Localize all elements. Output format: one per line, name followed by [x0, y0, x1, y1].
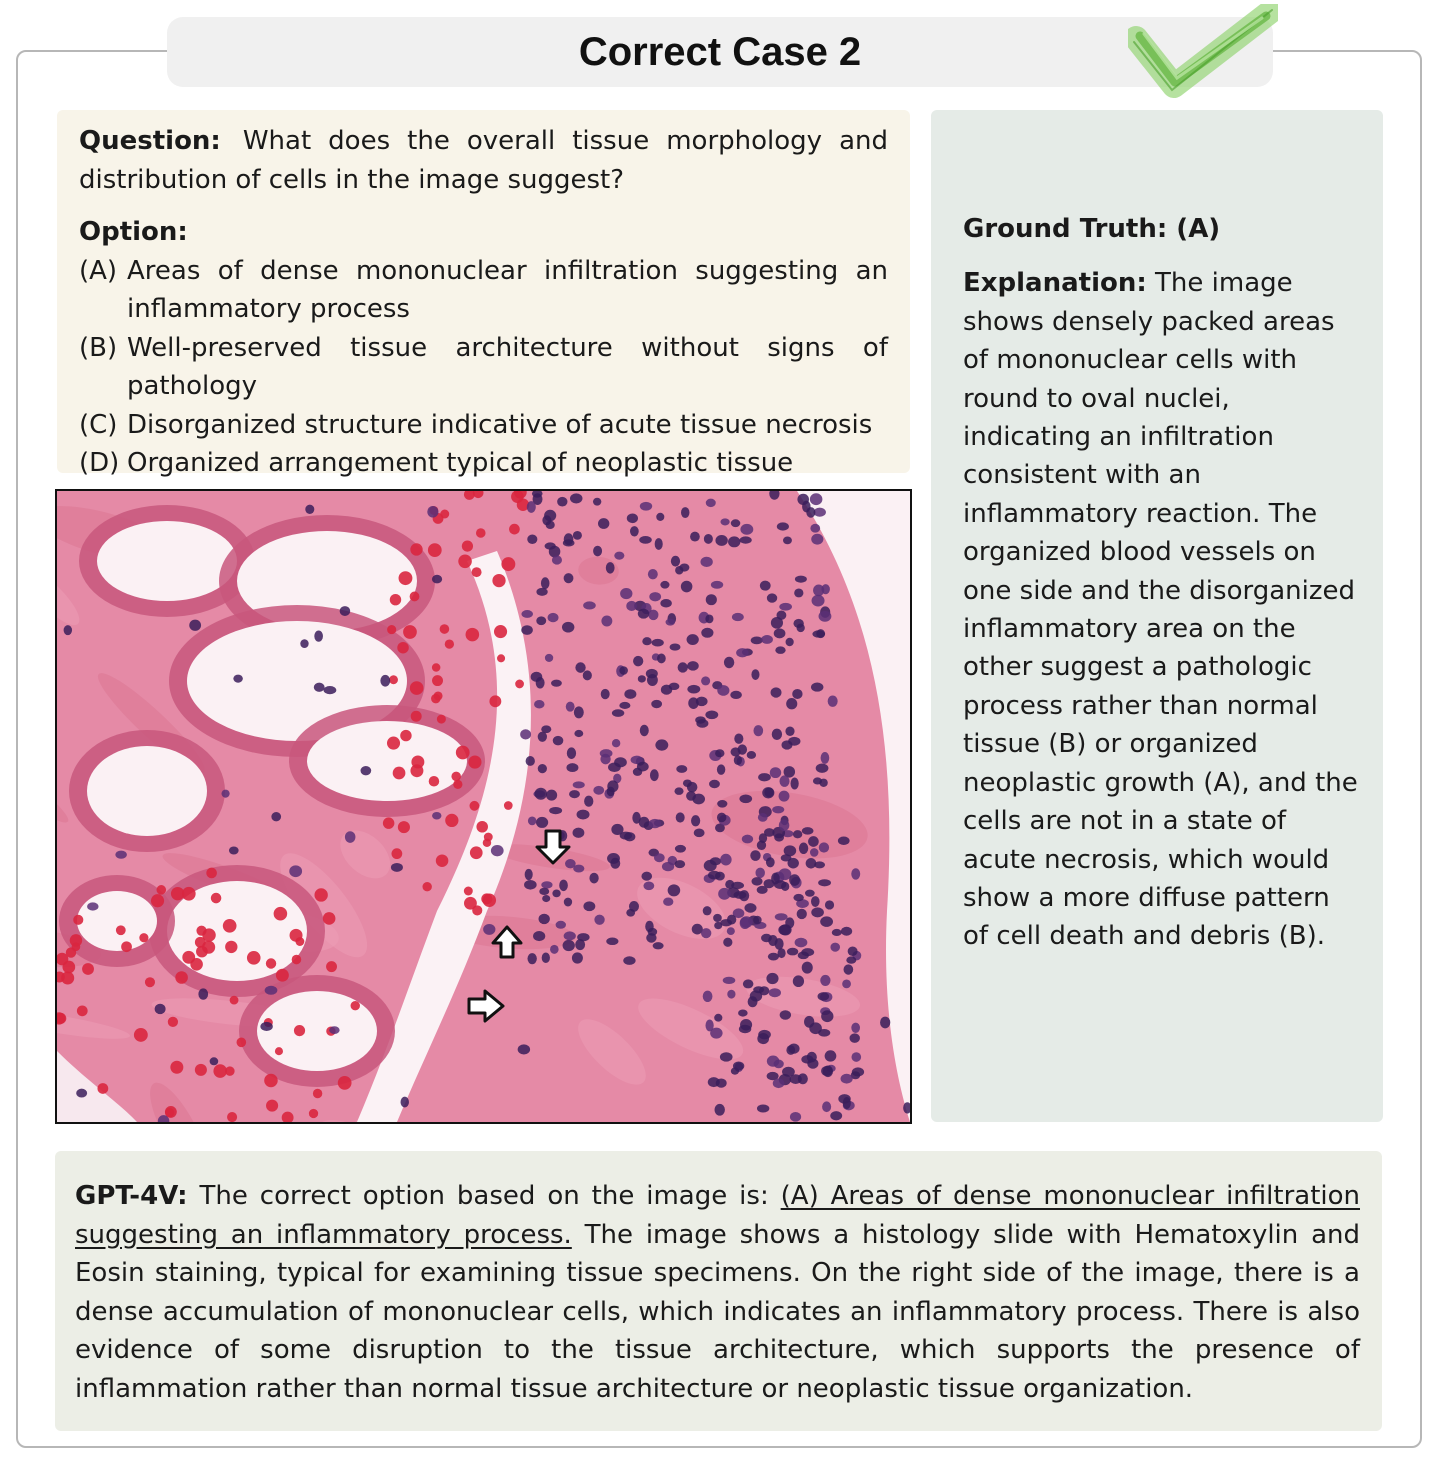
option-text: Organized arrangement typical of neoplas…: [127, 448, 794, 478]
option-letter: (A): [79, 255, 118, 286]
question-body: What does the overall tissue morphology …: [79, 126, 888, 195]
arrow-up-icon: [491, 925, 523, 959]
model-label: GPT-4V:: [75, 1181, 188, 1211]
question-panel: Question: What does the overall tissue mo…: [57, 110, 910, 478]
ground-truth-panel: Ground Truth: (A) Explanation: The image…: [931, 110, 1383, 1122]
ground-truth-label: Ground Truth: (A): [963, 214, 1221, 244]
option-c: (C) Disorganized structure indicative of…: [79, 406, 888, 445]
question-text: Question: What does the overall tissue mo…: [79, 122, 888, 199]
option-letter: (B): [79, 332, 118, 363]
arrow-right-icon: [467, 989, 505, 1023]
model-answer: GPT-4V: The correct option based on the …: [75, 1177, 1360, 1408]
title-bar: Correct Case 2: [167, 17, 1273, 87]
option-b: (B) Well-preserved tissue architecture w…: [79, 329, 888, 406]
option-d: (D) Organized arrangement typical of neo…: [79, 444, 888, 483]
histology-image: [55, 489, 912, 1124]
chosen-option: (A) Areas of dense mononuclear infiltrat…: [75, 1181, 1360, 1250]
option-text: Areas of dense mononuclear infiltration …: [127, 255, 888, 325]
option-letter: (C): [79, 409, 118, 440]
explanation-label: Explanation:: [963, 268, 1147, 299]
explanation: Explanation: The image shows densely pac…: [963, 264, 1363, 955]
option-text: Disorganized structure indicative of acu…: [127, 409, 873, 440]
option-a: (A) Areas of dense mononuclear infiltrat…: [79, 252, 888, 329]
option-text: Well-preserved tissue architecture witho…: [127, 332, 888, 402]
explanation-text: The image shows densely packed areas of …: [963, 268, 1358, 952]
options-label: Option:: [79, 217, 188, 247]
question-label: Question:: [79, 126, 221, 156]
option-letter: (D): [79, 448, 120, 478]
answer-rest: The image shows a histology slide with H…: [75, 1219, 1360, 1404]
answer-intro: The correct option based on the image is…: [199, 1181, 769, 1211]
checkmark-icon: [1128, 4, 1278, 98]
arrow-down-icon: [535, 829, 571, 865]
model-answer-panel: GPT-4V: The correct option based on the …: [55, 1151, 1382, 1431]
case-title: Correct Case 2: [578, 29, 862, 74]
